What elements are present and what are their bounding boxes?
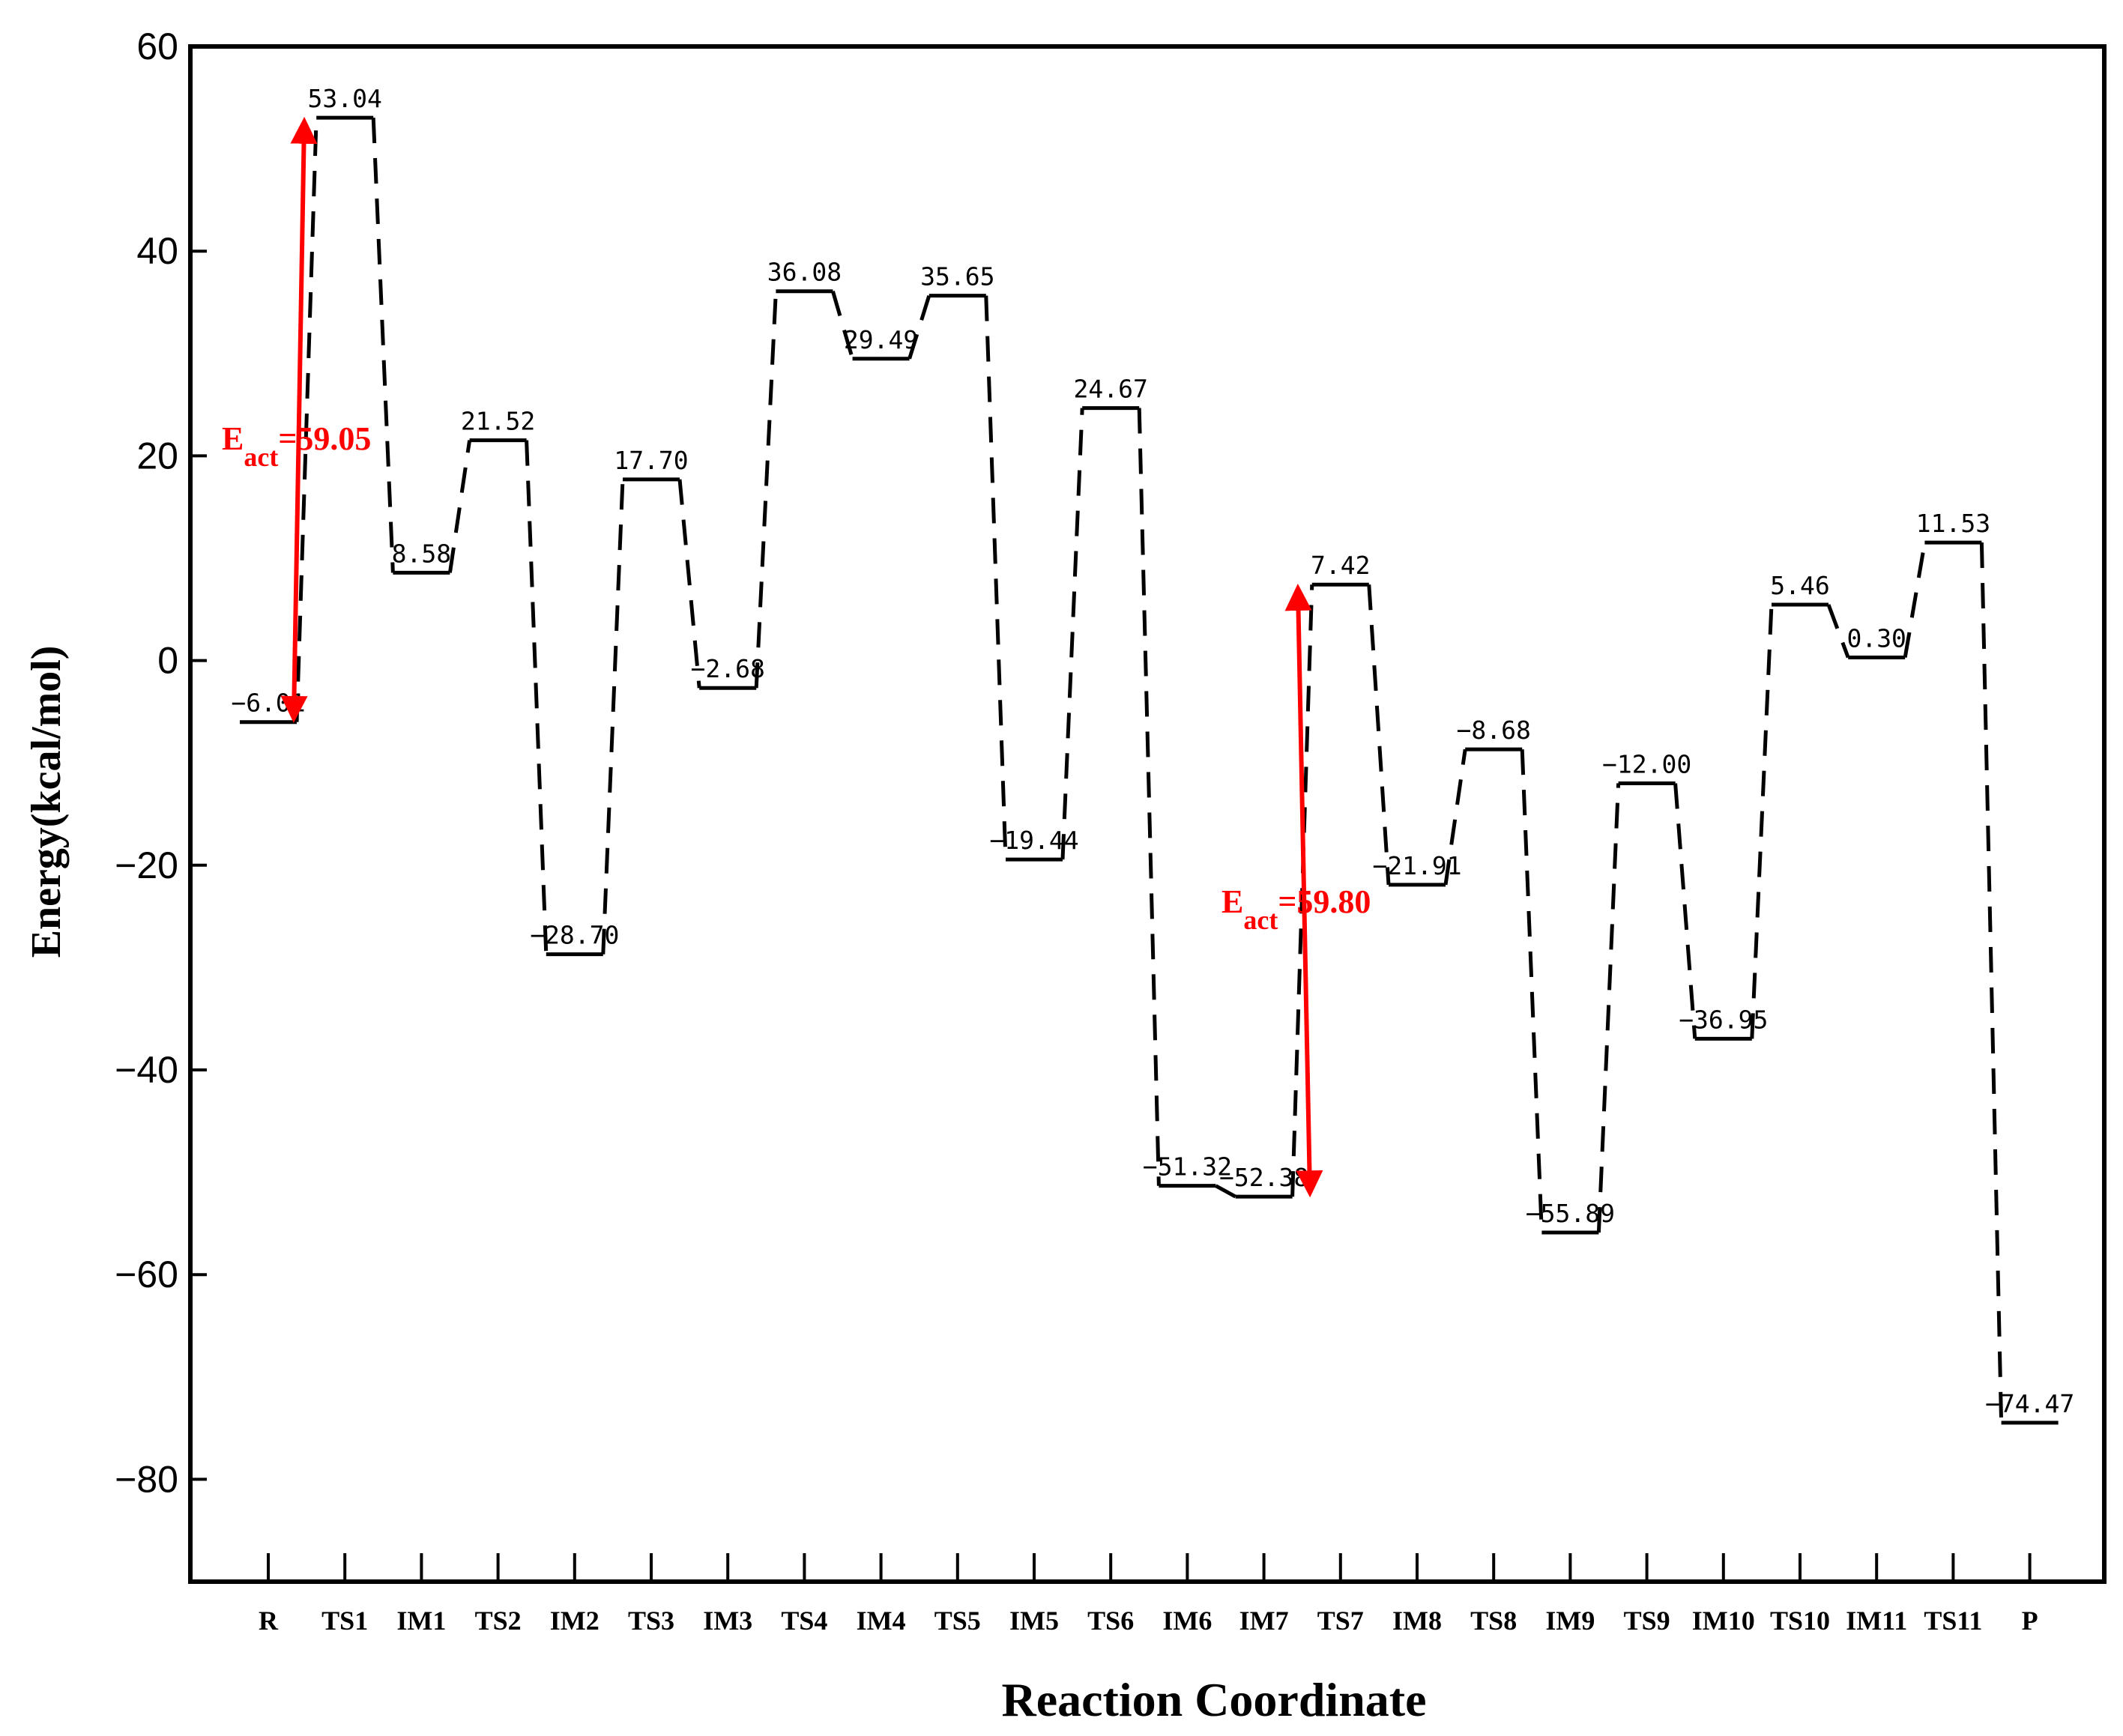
activation-energy-label: Eact=59.80 — [1221, 883, 1371, 935]
connector-line — [1520, 749, 1544, 1233]
x-tick-label: TS11 — [1924, 1606, 1982, 1636]
activation-value: =59.05 — [278, 420, 371, 457]
x-axis: R TS1 IM1 TS2 IM2 TS3 IM3 TS4 IM4 TS5 IM5 TS6 IM6 IM7… — [259, 1553, 2038, 1636]
x-tick-label: IM10 — [1692, 1606, 1755, 1636]
value-label-ts3: 17.70 — [614, 446, 688, 475]
value-label-im8: −21.91 — [1372, 851, 1461, 880]
y-tick-label: −20 — [115, 844, 178, 886]
value-label-im4: 29.49 — [844, 325, 918, 354]
activation-value: =59.80 — [1278, 883, 1371, 920]
activation-arrow — [1284, 584, 1323, 1198]
energy-levels — [240, 115, 2059, 1425]
x-axis-title: Reaction Coordinate — [1001, 1673, 1426, 1726]
x-tick-label: IM3 — [703, 1606, 752, 1636]
x-tick-label: IM6 — [1162, 1606, 1212, 1636]
activation-subscript: act — [1243, 905, 1278, 935]
x-tick-label: TS2 — [475, 1606, 522, 1636]
value-label-ts9: −12.00 — [1602, 750, 1691, 779]
connector-line — [1903, 542, 1927, 658]
x-tick-label: IM5 — [1009, 1606, 1059, 1636]
x-tick-label: P — [2022, 1606, 2038, 1636]
value-label-ts7: 7.42 — [1311, 551, 1370, 580]
x-tick-label: TS1 — [321, 1606, 368, 1636]
connector-line — [1596, 783, 1621, 1233]
x-tick-label: IM11 — [1846, 1606, 1907, 1636]
activation-energy-label: Eact=59.05 — [222, 420, 371, 472]
value-label-ts11: 11.53 — [1916, 509, 1990, 538]
connector-line — [677, 479, 701, 689]
value-label-im6: −51.32 — [1143, 1152, 1232, 1182]
x-tick-label: R — [259, 1606, 279, 1636]
connector-line — [830, 291, 855, 360]
x-tick-label: TS5 — [934, 1606, 981, 1636]
activation-arrow — [280, 116, 318, 723]
x-tick-label: TS9 — [1624, 1606, 1670, 1636]
plot-frame — [188, 44, 2107, 1584]
y-tick-label: −40 — [115, 1049, 178, 1091]
connector-line — [601, 479, 625, 955]
value-label-im10: −36.95 — [1679, 1005, 1768, 1034]
value-label-im5: −19.44 — [989, 826, 1078, 855]
value-label-ts2: 21.52 — [461, 407, 535, 436]
value-label-ts8: −8.68 — [1457, 716, 1531, 745]
connector-line — [1826, 604, 1850, 659]
value-label-ts10: 5.46 — [1770, 571, 1829, 600]
activation-symbol: E — [222, 420, 244, 457]
connector-line — [525, 440, 549, 955]
connector-line — [754, 291, 778, 689]
x-tick-label: TS6 — [1087, 1606, 1134, 1636]
value-label-im7: −52.38 — [1219, 1163, 1308, 1192]
x-tick-label: TS8 — [1470, 1606, 1517, 1636]
connector-line — [984, 295, 1008, 860]
value-label-ts5: 35.65 — [920, 262, 994, 291]
x-tick-label: TS7 — [1317, 1606, 1364, 1636]
x-tick-label: IM7 — [1239, 1606, 1289, 1636]
value-label-ts1: 53.04 — [308, 84, 382, 113]
value-label-im11: 0.30 — [1846, 624, 1906, 653]
activation-symbol: E — [1221, 883, 1243, 920]
y-axis-title: Energy(kcal/mol) — [23, 646, 70, 958]
y-tick-label: 40 — [136, 230, 178, 272]
connector-line — [1367, 584, 1391, 886]
x-tick-label: IM9 — [1545, 1606, 1595, 1636]
connector-line — [908, 294, 931, 360]
connector-lines — [295, 117, 2004, 1423]
activation-subscript: act — [244, 442, 278, 472]
connector-line — [1979, 542, 2004, 1423]
value-label-im9: −55.89 — [1526, 1199, 1615, 1228]
connector-line — [1137, 408, 1161, 1186]
x-tick-label: IM2 — [550, 1606, 600, 1636]
x-tick-label: IM8 — [1392, 1606, 1442, 1636]
connector-line — [1215, 1184, 1236, 1199]
x-tick-label: TS4 — [781, 1606, 827, 1636]
connector-line — [447, 440, 472, 573]
x-tick-label: TS10 — [1770, 1606, 1830, 1636]
connector-line — [1750, 604, 1774, 1039]
connector-line — [1673, 783, 1697, 1039]
y-tick-label: 20 — [136, 435, 178, 477]
x-tick-label: TS3 — [628, 1606, 674, 1636]
connector-line — [1060, 408, 1084, 860]
value-label-im3: −2.68 — [691, 654, 765, 683]
value-label-im2: −28.70 — [530, 921, 619, 950]
y-axis: 60 40 20 0 −20 −40 −60 −80 — [115, 25, 207, 1500]
y-tick-label: −60 — [115, 1253, 178, 1295]
value-label-ts4: 36.08 — [767, 258, 842, 287]
value-labels: −6.0153.048.5821.52−28.7017.70−2.6836.08… — [231, 84, 2074, 1418]
value-label-im1: 8.58 — [392, 539, 451, 568]
value-label-p: −74.47 — [1985, 1389, 2074, 1418]
connector-line — [1443, 748, 1467, 886]
y-tick-label: −80 — [115, 1458, 178, 1500]
x-tick-label: IM1 — [396, 1606, 446, 1636]
x-tick-label: IM4 — [857, 1606, 906, 1636]
y-tick-label: 0 — [157, 640, 178, 682]
connector-line — [371, 117, 395, 573]
value-label-ts6: 24.67 — [1074, 375, 1148, 404]
y-tick-label: 60 — [136, 25, 178, 67]
